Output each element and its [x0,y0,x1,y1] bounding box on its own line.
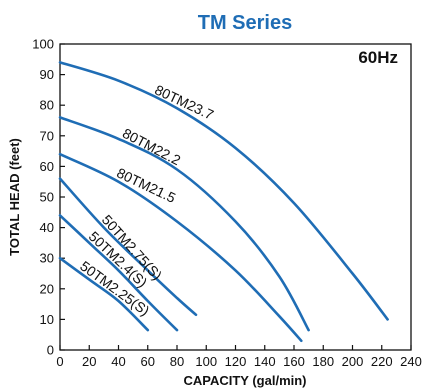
x-tick-label: 180 [312,354,334,369]
chart-title: TM Series [198,12,292,34]
y-tick-label: 80 [40,98,54,113]
series-label: 80TM23.7 [152,81,216,122]
curve-80tm21.5 [58,152,303,343]
x-tick-label: 120 [225,354,247,369]
y-tick-label: 40 [40,220,54,235]
curve-50tm2.4-s- [58,214,179,332]
y-tick-label: 30 [40,251,54,266]
plot-frame [59,43,412,351]
x-tick-label: 0 [56,354,63,369]
y-tick-label: 60 [40,159,54,174]
pump-curves: 80TM23.780TM22.280TM21.550TM2.75(S)50TM2… [58,61,389,343]
y-tick-label: 100 [32,37,54,52]
x-tick-label: 220 [371,354,393,369]
x-tick-label: 40 [111,354,125,369]
x-tick-label: 20 [82,354,96,369]
x-tick-label: 240 [400,354,422,369]
frequency-annotation: 60Hz [358,48,398,67]
y-tick-label: 50 [40,190,54,205]
y-tick-label: 0 [47,343,54,358]
x-tick-label: 100 [195,354,217,369]
series-label: 80TM22.2 [120,125,183,168]
y-tick-label: 70 [40,128,54,143]
y-axis-label: TOTAL HEAD (feet) [7,138,22,256]
curve-80tm23.7 [58,61,389,321]
y-axis: 0 10 20 30 40 50 60 70 80 90 100 [32,37,65,358]
x-tick-label: 140 [254,354,276,369]
curve-80tm22.2 [58,116,310,332]
x-axis: 0 20 40 60 80 100 120 140 160 180 200 220 240 [56,345,422,369]
x-tick-label: 160 [283,354,305,369]
curve-50tm2.75-s- [58,177,198,317]
y-tick-label: 10 [40,312,54,327]
x-axis-label: CAPACITY (gal/min) [183,373,306,388]
curve-50tm2.25-s- [58,256,150,332]
x-tick-label: 80 [170,354,184,369]
x-tick-label: 60 [141,354,155,369]
y-tick-label: 90 [40,67,54,82]
y-tick-label: 20 [40,281,54,296]
x-tick-label: 200 [342,354,364,369]
